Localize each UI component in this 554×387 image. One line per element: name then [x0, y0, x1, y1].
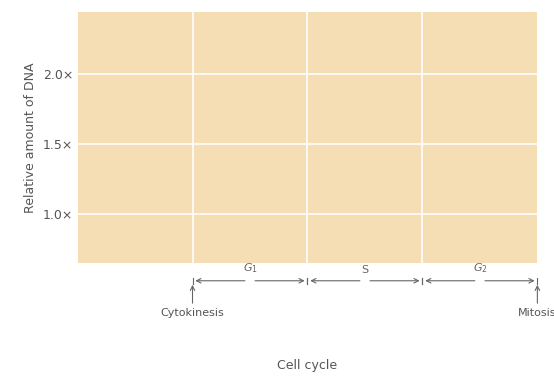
Y-axis label: Relative amount of DNA: Relative amount of DNA [24, 62, 38, 212]
Text: Mitosis: Mitosis [518, 308, 554, 319]
Text: $G_{1}$: $G_{1}$ [243, 262, 258, 275]
Text: Cytokinesis: Cytokinesis [161, 308, 224, 319]
Text: Cell cycle: Cell cycle [278, 359, 337, 372]
Text: S: S [361, 265, 368, 275]
Text: $G_{2}$: $G_{2}$ [473, 262, 488, 275]
